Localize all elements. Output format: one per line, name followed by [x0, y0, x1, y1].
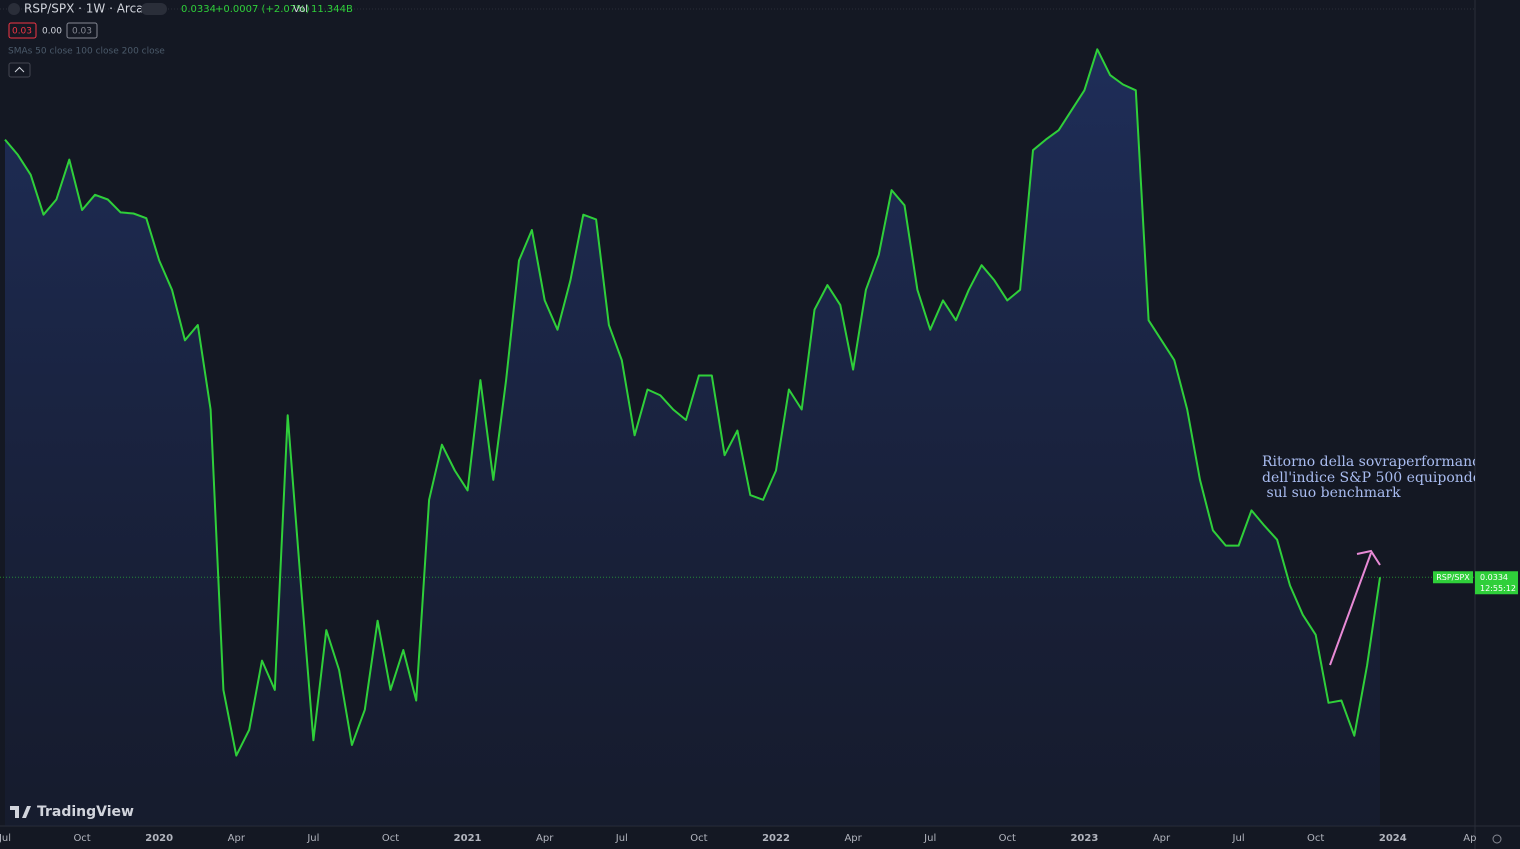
price-tag: [1475, 571, 1518, 595]
indicator: SMAs 50 close 100 close 200 close: [8, 47, 165, 57]
vol-label: Vol: [293, 4, 308, 15]
buy-button[interactable]: [66, 22, 98, 39]
price-tag-countdown: 12:55:12: [1480, 584, 1516, 593]
last-price: 0.0334: [181, 4, 216, 15]
x-tick-label: Oct: [999, 833, 1016, 844]
x-tick-label: Jul: [615, 833, 628, 844]
spread: 0.00: [42, 27, 62, 37]
logo: [10, 806, 31, 818]
x-tick-label: 2021: [454, 833, 482, 844]
x-tick-label: Oct: [382, 833, 399, 844]
x-tick-label: Ap: [1463, 833, 1476, 844]
x-tick-label: Oct: [1307, 833, 1324, 844]
buy-price[interactable]: 0.03: [72, 27, 92, 37]
price-tag-value: 0.0334: [1480, 573, 1508, 582]
sell-price[interactable]: 0.03: [12, 27, 32, 37]
x-tick-label: Apr: [228, 833, 246, 844]
change: +0.0007 (+2.07%): [215, 4, 310, 15]
symbol: RSP/SPX · 1W · Arca: [24, 2, 144, 16]
brand: TradingView: [10, 804, 134, 820]
area-fill: [5, 49, 1380, 826]
annotation-line: dell'indice S&P 500 equiponderato: [1262, 470, 1510, 486]
x-tick-label: Oct: [73, 833, 90, 844]
caret[interactable]: [14, 66, 25, 73]
annotation: Ritorno della sovraperformance dell'indi…: [1262, 454, 1510, 666]
icon: [8, 3, 20, 15]
x-tick-label: Jul: [1232, 833, 1245, 844]
brand-name: TradingView: [37, 804, 134, 820]
price-line: [4, 48, 1381, 757]
x-tick-label: 2024: [1379, 833, 1407, 844]
sell-button[interactable]: [8, 22, 37, 39]
x-tick-label: Jul: [923, 833, 936, 844]
x-tick-label: Oct: [690, 833, 707, 844]
x-tick-label: Jul: [306, 833, 319, 844]
x-tick-label: Apr: [1153, 833, 1171, 844]
annotation-line: sul suo benchmark: [1262, 485, 1401, 501]
icon: [141, 3, 167, 15]
x-tick-label: Apr: [536, 833, 554, 844]
vol: 11.344B: [311, 4, 353, 15]
x-tick-label: 2022: [762, 833, 790, 844]
plot: [0, 48, 1475, 826]
x-tick-label: 2023: [1070, 833, 1098, 844]
header: RSP/SPX · 1W · Arca 0.0334 +0.0007 (+2.0…: [8, 2, 353, 78]
x-tick-label: Jul: [0, 833, 11, 844]
arrow: [1329, 552, 1372, 666]
arrow-head: [1356, 549, 1381, 566]
symbol-tag: [1433, 571, 1473, 584]
x-tick-label: Apr: [844, 833, 862, 844]
symbol-tag-text: RSP/SPX: [1436, 573, 1470, 582]
annotation-line: Ritorno della sovraperformance: [1262, 454, 1488, 470]
x-tick-label: 2020: [145, 833, 173, 844]
collapse-button[interactable]: [8, 62, 31, 78]
settings[interactable]: [1492, 834, 1502, 844]
